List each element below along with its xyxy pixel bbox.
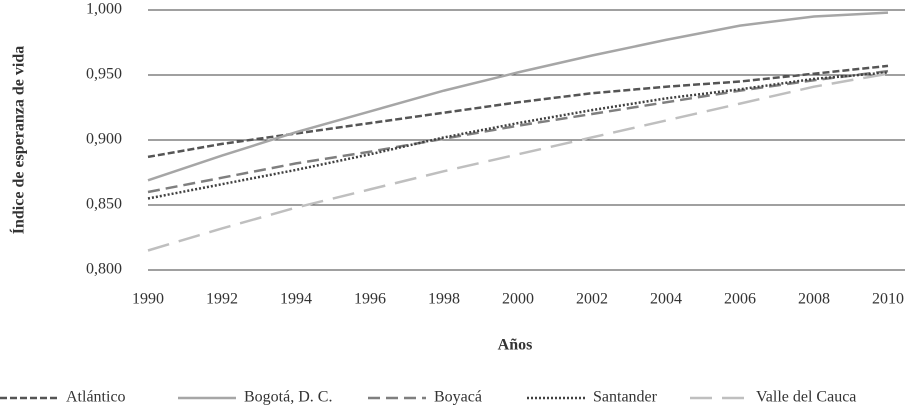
x-tick-label: 1998: [428, 291, 460, 308]
x-tick-label: 2000: [502, 291, 534, 308]
y-tick-label: 0,800: [86, 261, 122, 278]
x-tick-label: 2002: [576, 291, 608, 308]
x-tick-label: 1994: [280, 291, 312, 308]
x-tick-label: 2008: [798, 291, 830, 308]
x-tick-label: 1992: [206, 291, 238, 308]
series-line: [147, 71, 889, 200]
series-line: [147, 72, 889, 252]
x-tick-label: 2010: [872, 291, 904, 308]
x-tick-label: 2006: [724, 291, 756, 308]
x-axis-label: Años: [498, 337, 533, 354]
x-tick-label: 1996: [354, 291, 386, 308]
legend-label: Atlántico: [66, 389, 126, 406]
x-tick-label: 1990: [132, 291, 164, 308]
y-tick-label: 1,000: [86, 1, 122, 18]
legend-label: Bogotá, D. C.: [244, 389, 332, 406]
y-tick-label: 0,950: [86, 66, 122, 83]
legend-label: Santander: [593, 389, 658, 406]
y-axis-label: Índice de esperanza de vida: [9, 46, 28, 234]
series-line: [147, 69, 889, 194]
legend-label: Boyacá: [434, 389, 482, 406]
series-line: [147, 11, 889, 182]
legend-label: Valle del Cauca: [756, 389, 856, 406]
y-tick-label: 0,850: [86, 196, 122, 213]
series-line: [147, 64, 889, 159]
y-tick-label: 0,900: [86, 131, 122, 148]
x-tick-label: 2004: [650, 291, 682, 308]
